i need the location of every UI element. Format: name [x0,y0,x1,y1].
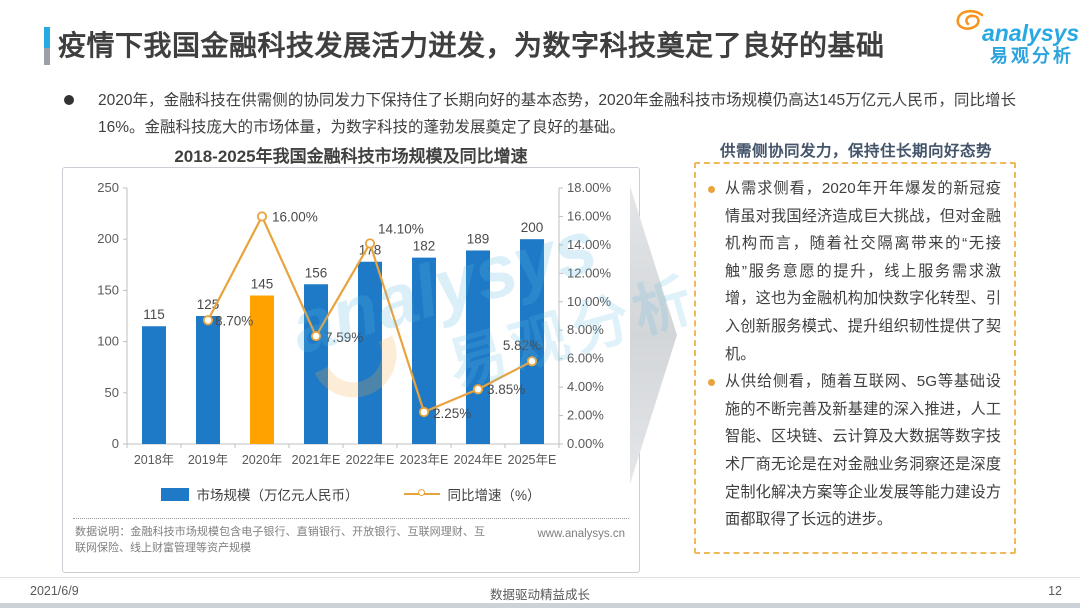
legend-item-market-size: 市场规模（万亿元人民币） [161,484,358,504]
svg-text:3.85%: 3.85% [487,382,525,397]
svg-text:2025年E: 2025年E [508,453,557,467]
legend-line-swatch [404,489,441,496]
svg-text:8.70%: 8.70% [215,313,253,328]
svg-text:0.00%: 0.00% [567,436,604,451]
orange-bullet-icon [708,186,715,193]
svg-text:189: 189 [467,231,490,246]
svg-text:50: 50 [105,385,119,400]
svg-text:2023年E: 2023年E [400,453,449,467]
svg-text:6.00%: 6.00% [567,351,604,366]
panel-bullet-text: 从供给侧看，随着互联网、5G等基础设施的不断完善及新基建的深入推进，人工智能、区… [725,373,1001,529]
svg-text:2.00%: 2.00% [567,408,604,423]
footer-date: 2021/6/9 [30,584,79,598]
svg-text:200: 200 [97,231,119,246]
page-title: 疫情下我国金融科技发展活力迸发，为数字科技奠定了良好的基础 [58,30,885,61]
chart-legend: 市场规模（万亿元人民币） 同比增速（%） [63,484,639,504]
svg-text:2.25%: 2.25% [433,406,471,421]
side-panel-title: 供需侧协同发力，保持住长期向好态势 [719,143,992,160]
orange-bullet-icon [708,379,715,387]
svg-text:2020年: 2020年 [242,453,282,467]
svg-text:14.10%: 14.10% [378,221,424,236]
svg-text:2019年: 2019年 [188,453,228,467]
panel-bullet-supply: 从供给侧看，随着互联网、5G等基础设施的不断完善及新基建的深入推进，人工智能、区… [708,368,1001,534]
logo-brand-text: analysys [982,20,1080,46]
panel-bullet-text: 从需求侧看，2020年开年爆发的新冠疫情虽对我国经济造成巨大挑战，但对金融机构而… [725,180,1001,363]
svg-text:200: 200 [521,220,544,235]
legend-item-growth-rate: 同比增速（%） [404,484,541,504]
footer-divider [0,577,1080,578]
svg-text:8.00%: 8.00% [567,322,604,337]
analysys-website: www.analysys.cn [537,528,625,540]
title-accent-bar [44,27,50,65]
svg-text:16.00%: 16.00% [272,209,318,224]
svg-text:14.00%: 14.00% [567,237,612,252]
svg-text:100: 100 [97,334,119,349]
legend-line-dot [418,489,426,496]
fintech-chart: 0 50 100 150 200 250 0.00% 2.00% 4.00% 6.00% 8.00%… [65,174,639,480]
bottom-edge-bar [0,603,1080,608]
svg-text:156: 156 [305,265,328,280]
svg-text:10.00%: 10.00% [567,294,612,309]
analysys-logo: analysys 易观分析 [954,6,1079,66]
logo-brand-cn-text: 易观分析 [990,46,1074,66]
chart-container: 0 50 100 150 200 250 0.00% 2.00% 4.00% 6.00% 8.00%… [62,167,640,573]
svg-text:2021年E: 2021年E [292,453,341,467]
svg-text:0: 0 [112,436,119,451]
chart-data-note: 数据说明：金融科技市场规模包含电子银行、直销银行、开放银行、互联网理财、互联网保… [75,526,485,554]
chart-title: 2018-2025年我国金融科技市场规模及同比增速 [174,147,528,166]
svg-text:7.59%: 7.59% [325,330,363,345]
svg-text:18.00%: 18.00% [567,180,612,195]
legend-label: 市场规模（万亿元人民币） [196,488,359,503]
svg-text:2018年: 2018年 [134,453,174,467]
svg-text:115: 115 [143,307,165,322]
svg-text:12.00%: 12.00% [567,265,612,280]
legend-label: 同比增速（%） [447,488,541,503]
chart-note-divider [73,518,629,519]
svg-text:16.00%: 16.00% [567,208,612,223]
svg-text:145: 145 [251,277,274,292]
footer-slogan: 数据驱动精益成长 [489,588,590,602]
svg-text:2022年E: 2022年E [346,453,395,467]
svg-text:5.82%: 5.82% [503,338,541,353]
svg-text:4.00%: 4.00% [567,379,604,394]
svg-text:250: 250 [97,180,119,195]
svg-text:182: 182 [413,239,436,254]
legend-bar-swatch [161,487,190,501]
svg-text:150: 150 [97,282,119,297]
logo-swirl-icon [956,9,984,30]
arrow-right-shape [630,186,677,484]
side-panel: 从需求侧看，2020年开年爆发的新冠疫情虽对我国经济造成巨大挑战，但对金融机构而… [694,162,1016,554]
svg-text:2024年E: 2024年E [454,453,503,467]
panel-bullet-demand: 从需求侧看，2020年开年爆发的新冠疫情虽对我国经济造成巨大挑战，但对金融机构而… [708,175,1001,368]
page-number: 12 [1048,584,1062,598]
intro-paragraph: 2020年，金融科技在供需侧的协同发力下保持住了长期向好的基本态势，2020年金… [98,92,1016,136]
intro-bullet-icon [64,95,74,105]
